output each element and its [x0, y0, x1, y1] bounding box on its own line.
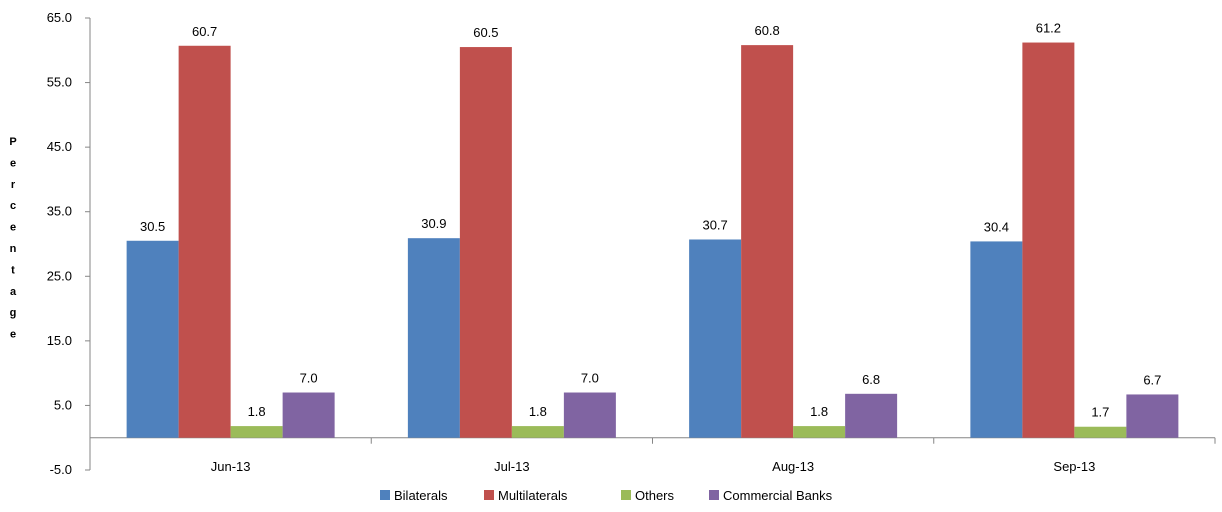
legend-label: Multilaterals: [498, 488, 568, 503]
bar-commercial-banks: [563, 392, 616, 438]
data-label: 60.7: [192, 24, 217, 39]
bar-multilaterals: [741, 45, 794, 438]
y-tick-label: 35.0: [47, 204, 72, 219]
data-label: 30.9: [421, 216, 446, 231]
data-label: 7.0: [581, 371, 599, 386]
data-label: 61.2: [1036, 21, 1061, 36]
y-tick-label: -5.0: [50, 462, 72, 477]
bar-bilaterals: [970, 241, 1023, 438]
data-label: 1.8: [529, 404, 547, 419]
bar-others: [1074, 426, 1127, 438]
data-label: 1.7: [1091, 405, 1109, 420]
data-label: 6.7: [1143, 372, 1161, 387]
y-axis-label-char: t: [11, 264, 15, 276]
bar-commercial-banks: [282, 392, 335, 438]
legend-label: Others: [635, 488, 675, 503]
x-tick-label: Jul-13: [494, 459, 529, 474]
bar-commercial-banks: [1126, 394, 1179, 438]
y-axis-label-char: g: [10, 307, 17, 319]
y-tick-label: 5.0: [54, 397, 72, 412]
bar-others: [230, 426, 283, 438]
bar-others: [511, 426, 564, 438]
y-axis-label-char: e: [10, 329, 16, 341]
data-label: 6.8: [862, 372, 880, 387]
data-label: 7.0: [300, 371, 318, 386]
bar-multilaterals: [178, 45, 231, 438]
bar-multilaterals: [459, 47, 512, 438]
legend-label: Commercial Banks: [723, 488, 833, 503]
data-labels: 30.5 60.7 1.8 7.0 30.9 60.5 1.8 7.0 30.7 60.8 1.8 6…: [140, 21, 1161, 420]
bar-multilaterals: [1022, 42, 1075, 438]
y-axis-label-char: P: [9, 136, 16, 148]
data-label: 1.8: [810, 404, 828, 419]
y-axis-label-char: e: [10, 222, 16, 234]
x-tick-label: Aug-13: [772, 459, 814, 474]
data-label: 60.8: [754, 23, 779, 38]
x-tick-label: Jun-13: [211, 459, 251, 474]
legend-swatch: [484, 490, 494, 500]
bar-commercial-banks: [845, 393, 898, 438]
y-tick-label: 15.0: [47, 333, 72, 348]
y-tick-label: 55.0: [47, 75, 72, 90]
y-axis-label-char: n: [10, 243, 17, 255]
y-axis-label-char: e: [10, 157, 16, 169]
data-label: 1.8: [248, 404, 266, 419]
y-axis-label-char: a: [10, 286, 17, 298]
bars: [126, 42, 1179, 438]
legend-swatch: [621, 490, 631, 500]
bar-others: [793, 426, 846, 438]
data-label: 30.5: [140, 219, 165, 234]
y-tick-label: 25.0: [47, 268, 72, 283]
data-label: 30.7: [702, 217, 727, 232]
legend-label: Bilaterals: [394, 488, 448, 503]
y-axis-label-char: c: [10, 200, 16, 212]
y-tick-label: 45.0: [47, 139, 72, 154]
legend: Bilaterals Multilaterals Others Commercial …: [380, 488, 833, 503]
y-tick-label: 65.0: [47, 10, 72, 25]
bar-bilaterals: [689, 239, 742, 438]
x-tick-label: Sep-13: [1053, 459, 1095, 474]
data-label: 30.4: [984, 219, 1009, 234]
data-label: 60.5: [473, 25, 498, 40]
legend-swatch: [380, 490, 390, 500]
legend-swatch: [709, 490, 719, 500]
y-axis-label-char: r: [11, 179, 16, 191]
bar-bilaterals: [126, 240, 179, 438]
bar-bilaterals: [407, 238, 460, 438]
